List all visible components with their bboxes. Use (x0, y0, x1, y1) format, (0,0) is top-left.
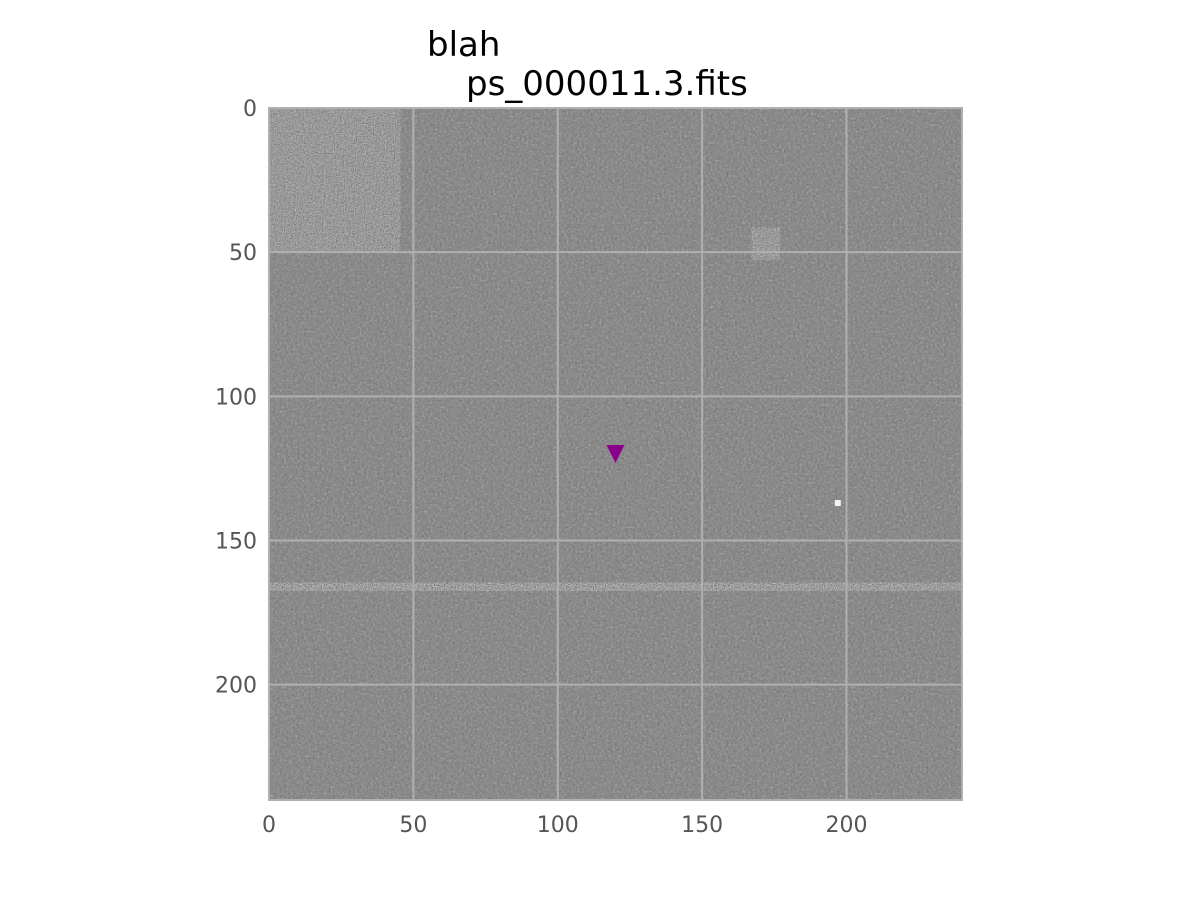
x-tick-label: 0 (262, 813, 276, 838)
x-tick-label: 200 (826, 813, 868, 838)
y-tick-label: 50 (229, 241, 257, 266)
x-tick-label: 150 (681, 813, 723, 838)
image-frame (268, 107, 963, 801)
axis-ticks: 0 50 100 150 200 0 50 100 150 200 (215, 97, 868, 838)
bright-speck (834, 500, 841, 507)
horizontal-streak (269, 582, 962, 591)
figure-title-line-2: ps_000011.3.fits (466, 64, 748, 104)
noisy-patch-top-left (269, 108, 401, 253)
figure-title-line-1: blah (427, 25, 501, 65)
y-tick-label: 0 (243, 97, 257, 122)
y-tick-label: 150 (215, 530, 257, 555)
x-tick-label: 100 (537, 813, 579, 838)
triangle-down-marker (606, 445, 625, 463)
y-tick-label: 200 (215, 674, 257, 699)
y-tick-label: 100 (215, 385, 257, 410)
dark-spot (751, 227, 780, 260)
x-tick-label: 50 (399, 813, 427, 838)
grid (269, 108, 962, 800)
